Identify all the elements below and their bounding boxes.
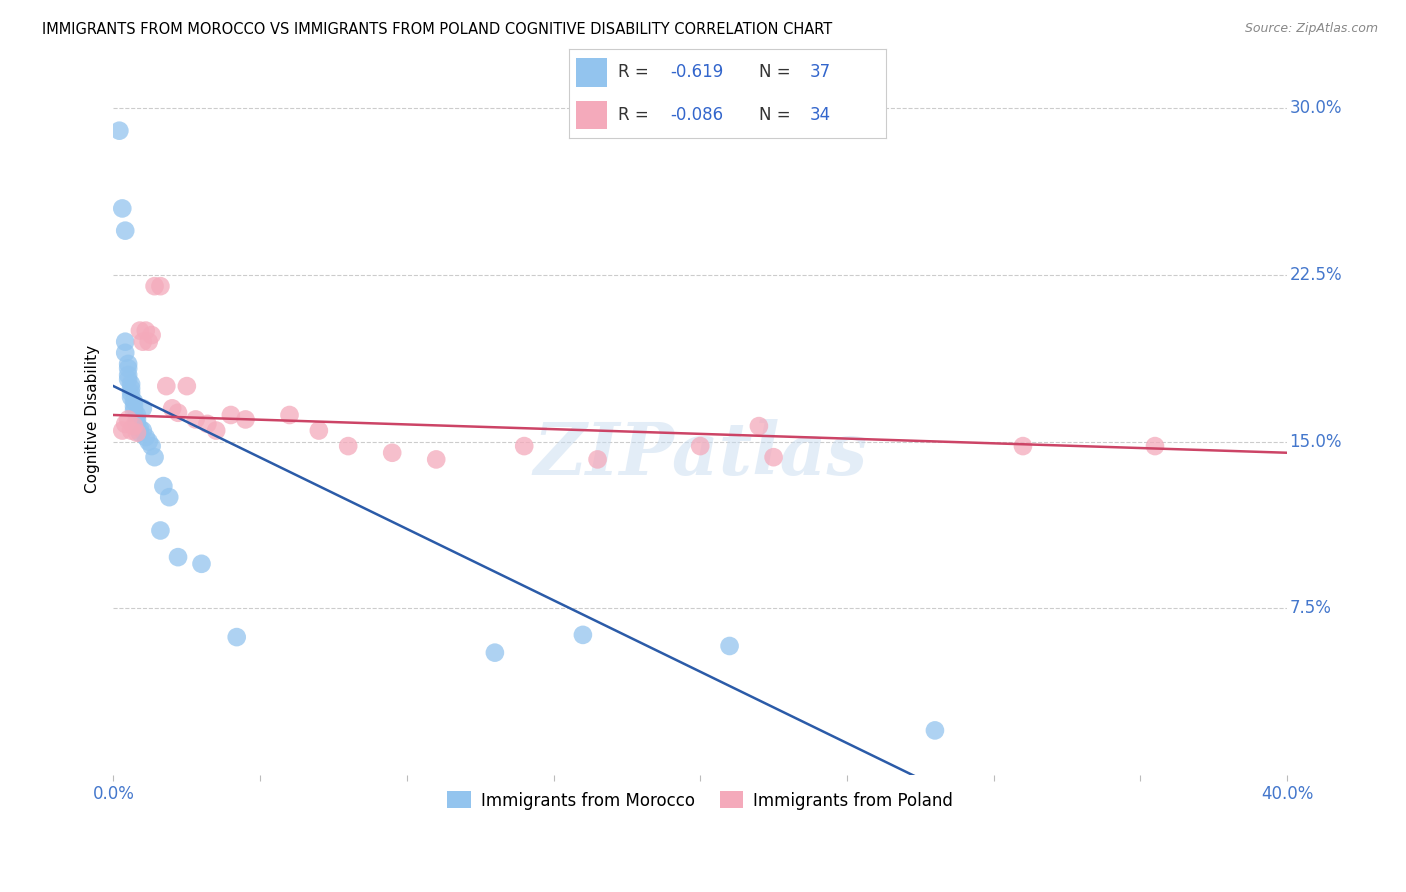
Text: 37: 37	[810, 63, 831, 81]
Point	[135, 430, 157, 444]
Text: R =: R =	[619, 106, 654, 124]
Y-axis label: Cognitive Disability: Cognitive Disability	[86, 345, 100, 493]
Point	[120, 385, 142, 400]
Point	[122, 399, 145, 413]
Point	[572, 628, 595, 642]
Point	[149, 279, 172, 293]
Point	[114, 346, 136, 360]
Point	[117, 372, 139, 386]
Point	[195, 417, 218, 431]
Point	[117, 361, 139, 376]
Point	[184, 412, 207, 426]
Point	[586, 452, 609, 467]
Point	[129, 421, 152, 435]
Point	[111, 424, 134, 438]
Point	[176, 379, 198, 393]
Point	[125, 417, 148, 431]
Point	[143, 450, 166, 465]
Point	[205, 424, 228, 438]
Point	[278, 408, 301, 422]
Text: -0.619: -0.619	[671, 63, 724, 81]
Point	[141, 439, 163, 453]
Point	[138, 334, 160, 349]
Point	[135, 324, 157, 338]
Text: 15.0%: 15.0%	[1289, 433, 1341, 450]
Point	[924, 723, 946, 738]
Legend: Immigrants from Morocco, Immigrants from Poland: Immigrants from Morocco, Immigrants from…	[441, 785, 960, 816]
Text: 30.0%: 30.0%	[1289, 100, 1341, 118]
Point	[425, 452, 447, 467]
Point	[117, 368, 139, 382]
Point	[157, 490, 180, 504]
Point	[235, 412, 257, 426]
Point	[225, 630, 247, 644]
Point	[1143, 439, 1166, 453]
Text: N =: N =	[759, 63, 796, 81]
Point	[122, 403, 145, 417]
FancyBboxPatch shape	[576, 58, 607, 87]
Point	[108, 124, 131, 138]
Point	[381, 446, 404, 460]
Point	[132, 424, 155, 438]
Point	[129, 425, 152, 440]
Point	[143, 279, 166, 293]
Text: IMMIGRANTS FROM MOROCCO VS IMMIGRANTS FROM POLAND COGNITIVE DISABILITY CORRELATI: IMMIGRANTS FROM MOROCCO VS IMMIGRANTS FR…	[42, 22, 832, 37]
Point	[125, 425, 148, 440]
Point	[167, 406, 190, 420]
Point	[117, 412, 139, 426]
Text: 34: 34	[810, 106, 831, 124]
Point	[167, 550, 190, 565]
Point	[219, 408, 242, 422]
Point	[152, 479, 174, 493]
Point	[125, 408, 148, 422]
Point	[120, 390, 142, 404]
Point	[689, 439, 711, 453]
Point	[114, 334, 136, 349]
Point	[513, 439, 536, 453]
Point	[718, 639, 741, 653]
Text: R =: R =	[619, 63, 654, 81]
Point	[114, 224, 136, 238]
Point	[190, 557, 212, 571]
Point	[138, 434, 160, 449]
Point	[120, 424, 142, 438]
Point	[484, 646, 506, 660]
Point	[132, 334, 155, 349]
Point	[120, 381, 142, 395]
Point	[117, 357, 139, 371]
Text: 7.5%: 7.5%	[1289, 599, 1331, 617]
Point	[308, 424, 330, 438]
Point	[149, 524, 172, 538]
Text: -0.086: -0.086	[671, 106, 724, 124]
Point	[122, 394, 145, 409]
FancyBboxPatch shape	[576, 101, 607, 129]
Point	[111, 202, 134, 216]
Text: 22.5%: 22.5%	[1289, 266, 1341, 284]
Point	[129, 324, 152, 338]
Point	[132, 401, 155, 416]
Point	[1012, 439, 1035, 453]
Point	[160, 401, 183, 416]
Point	[141, 328, 163, 343]
Point	[120, 376, 142, 391]
Point	[155, 379, 177, 393]
Text: N =: N =	[759, 106, 796, 124]
Text: ZIPatlas: ZIPatlas	[533, 419, 868, 491]
Point	[114, 417, 136, 431]
Text: Source: ZipAtlas.com: Source: ZipAtlas.com	[1244, 22, 1378, 36]
Point	[762, 450, 785, 465]
Point	[125, 412, 148, 426]
Point	[122, 419, 145, 434]
Point	[748, 419, 770, 434]
Point	[337, 439, 360, 453]
